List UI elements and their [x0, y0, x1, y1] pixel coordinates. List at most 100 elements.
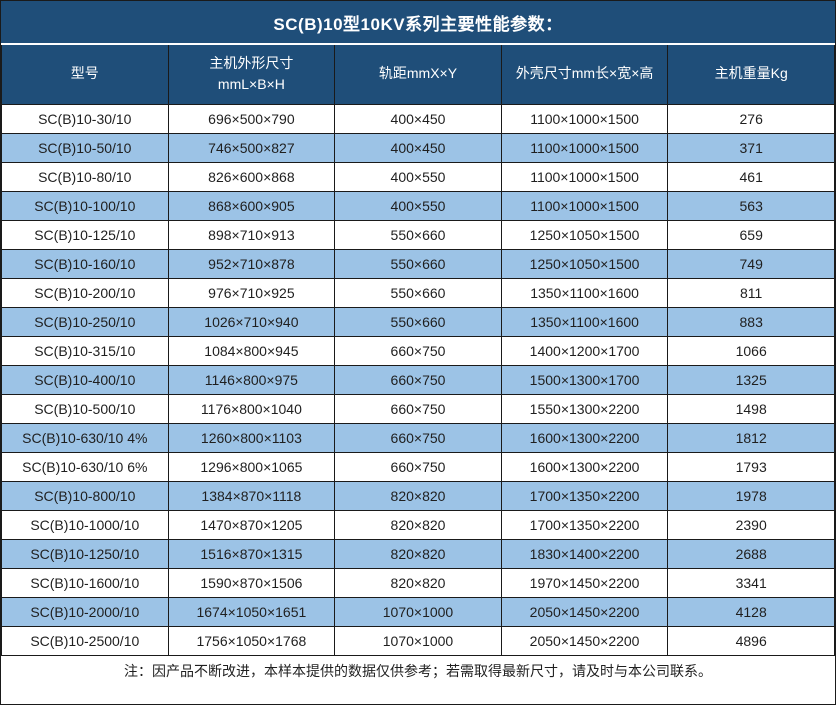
table-row: SC(B)10-2000/10 1674×1050×1651 1070×1000 20…	[1, 596, 835, 627]
weight-cell: 4128	[667, 596, 835, 627]
rail-gauge-cell: 400×550	[334, 161, 502, 192]
weight-cell: 3341	[667, 567, 835, 598]
model-cell: SC(B)10-200/10	[1, 277, 169, 308]
model-cell: SC(B)10-400/10	[1, 364, 169, 395]
weight-cell: 4896	[667, 625, 835, 656]
rail-gauge-cell: 550×660	[334, 248, 502, 279]
body-size-cell: 1260×800×1103	[167, 422, 336, 453]
body-size-cell: 1516×870×1315	[167, 538, 336, 569]
shell-size-cell: 1550×1300×2200	[500, 393, 669, 424]
model-cell: SC(B)10-2000/10	[1, 596, 169, 627]
table-row: SC(B)10-100/10 868×600×905 400×550 1100×100…	[1, 190, 835, 221]
rail-gauge-cell: 550×660	[334, 306, 502, 337]
table-row: SC(B)10-160/10 952×710×878 550×660 1250×105…	[1, 248, 835, 279]
shell-size-cell: 2050×1450×2200	[500, 625, 669, 656]
rail-gauge-cell: 550×660	[334, 219, 502, 250]
spec-table-body: SC(B)10-30/10 696×500×790 400×450 1100×1000…	[1, 103, 835, 656]
rail-gauge-cell: 1070×1000	[334, 596, 502, 627]
body-size-cell: 1674×1050×1651	[167, 596, 336, 627]
rail-gauge-cell: 550×660	[334, 277, 502, 308]
weight-cell: 563	[667, 190, 835, 221]
rail-gauge-cell: 1070×1000	[334, 625, 502, 656]
shell-size-cell: 1100×1000×1500	[500, 132, 669, 163]
body-size-cell: 1296×800×1065	[167, 451, 336, 482]
body-size-cell: 826×600×868	[167, 161, 336, 192]
model-cell: SC(B)10-630/10 4%	[1, 422, 169, 453]
table-row: SC(B)10-1000/10 1470×870×1205 820×820 1700×…	[1, 509, 835, 540]
weight-cell: 371	[667, 132, 835, 163]
body-size-cell: 952×710×878	[167, 248, 336, 279]
weight-cell: 2688	[667, 538, 835, 569]
shell-size-cell: 1250×1050×1500	[500, 248, 669, 279]
table-row: SC(B)10-315/10 1084×800×945 660×750 1400×12…	[1, 335, 835, 366]
model-cell: SC(B)10-250/10	[1, 306, 169, 337]
body-size-cell: 1590×870×1506	[167, 567, 336, 598]
weight-cell: 1498	[667, 393, 835, 424]
table-row: SC(B)10-30/10 696×500×790 400×450 1100×1000…	[1, 103, 835, 134]
model-cell: SC(B)10-500/10	[1, 393, 169, 424]
shell-size-cell: 2050×1450×2200	[500, 596, 669, 627]
table-row: SC(B)10-1600/10 1590×870×1506 820×820 1970×…	[1, 567, 835, 598]
column-header: 主机重量Kg	[667, 43, 835, 105]
column-header: 外壳尺寸mm长×宽×高	[500, 43, 669, 105]
rail-gauge-cell: 400×450	[334, 103, 502, 134]
shell-size-cell: 1600×1300×2200	[500, 422, 669, 453]
weight-cell: 1066	[667, 335, 835, 366]
column-header: 型号	[1, 43, 169, 105]
table-row: SC(B)10-1250/10 1516×870×1315 820×820 1830×…	[1, 538, 835, 569]
model-cell: SC(B)10-1600/10	[1, 567, 169, 598]
shell-size-cell: 1830×1400×2200	[500, 538, 669, 569]
weight-cell: 811	[667, 277, 835, 308]
body-size-cell: 746×500×827	[167, 132, 336, 163]
table-row: SC(B)10-800/10 1384×870×1118 820×820 1700×1…	[1, 480, 835, 511]
rail-gauge-cell: 660×750	[334, 364, 502, 395]
weight-cell: 749	[667, 248, 835, 279]
model-cell: SC(B)10-50/10	[1, 132, 169, 163]
rail-gauge-cell: 820×820	[334, 509, 502, 540]
table-row: SC(B)10-500/10 1176×800×1040 660×750 1550×1…	[1, 393, 835, 424]
table-row: SC(B)10-50/10 746×500×827 400×450 1100×1000…	[1, 132, 835, 163]
shell-size-cell: 1700×1350×2200	[500, 480, 669, 511]
model-cell: SC(B)10-100/10	[1, 190, 169, 221]
body-size-cell: 1084×800×945	[167, 335, 336, 366]
body-size-cell: 696×500×790	[167, 103, 336, 134]
table-row: SC(B)10-630/10 4% 1260×800×1103 660×750 160…	[1, 422, 835, 453]
shell-size-cell: 1400×1200×1700	[500, 335, 669, 366]
model-cell: SC(B)10-315/10	[1, 335, 169, 366]
table-row: SC(B)10-125/10 898×710×913 550×660 1250×105…	[1, 219, 835, 250]
column-header: 轨距mmX×Y	[334, 43, 502, 105]
model-cell: SC(B)10-160/10	[1, 248, 169, 279]
weight-cell: 883	[667, 306, 835, 337]
table-row: SC(B)10-630/10 6% 1296×800×1065 660×750 160…	[1, 451, 835, 482]
model-cell: SC(B)10-2500/10	[1, 625, 169, 656]
shell-size-cell: 1500×1300×1700	[500, 364, 669, 395]
rail-gauge-cell: 820×820	[334, 567, 502, 598]
model-cell: SC(B)10-80/10	[1, 161, 169, 192]
model-cell: SC(B)10-125/10	[1, 219, 169, 250]
model-cell: SC(B)10-800/10	[1, 480, 169, 511]
body-size-cell: 976×710×925	[167, 277, 336, 308]
footer-note: 注：因产品不断改进，本样本提供的数据仅供参考；若需取得最新尺寸，请及时与本公司联…	[1, 655, 835, 686]
body-size-cell: 1146×800×975	[167, 364, 336, 395]
shell-size-cell: 1350×1100×1600	[500, 277, 669, 308]
shell-size-cell: 1600×1300×2200	[500, 451, 669, 482]
shell-size-cell: 1100×1000×1500	[500, 161, 669, 192]
rail-gauge-cell: 660×750	[334, 451, 502, 482]
rail-gauge-cell: 820×820	[334, 538, 502, 569]
weight-cell: 2390	[667, 509, 835, 540]
body-size-cell: 1384×870×1118	[167, 480, 336, 511]
body-size-cell: 1176×800×1040	[167, 393, 336, 424]
model-cell: SC(B)10-1000/10	[1, 509, 169, 540]
shell-size-cell: 1100×1000×1500	[500, 103, 669, 134]
weight-cell: 1812	[667, 422, 835, 453]
rail-gauge-cell: 660×750	[334, 335, 502, 366]
table-row: SC(B)10-200/10 976×710×925 550×660 1350×110…	[1, 277, 835, 308]
column-header: 主机外形尺寸 mmL×B×H	[167, 43, 336, 105]
model-cell: SC(B)10-30/10	[1, 103, 169, 134]
page-title: SC(B)10型10KV系列主要性能参数：	[1, 1, 835, 43]
model-cell: SC(B)10-1250/10	[1, 538, 169, 569]
rail-gauge-cell: 400×450	[334, 132, 502, 163]
shell-size-cell: 1350×1100×1600	[500, 306, 669, 337]
model-cell: SC(B)10-630/10 6%	[1, 451, 169, 482]
